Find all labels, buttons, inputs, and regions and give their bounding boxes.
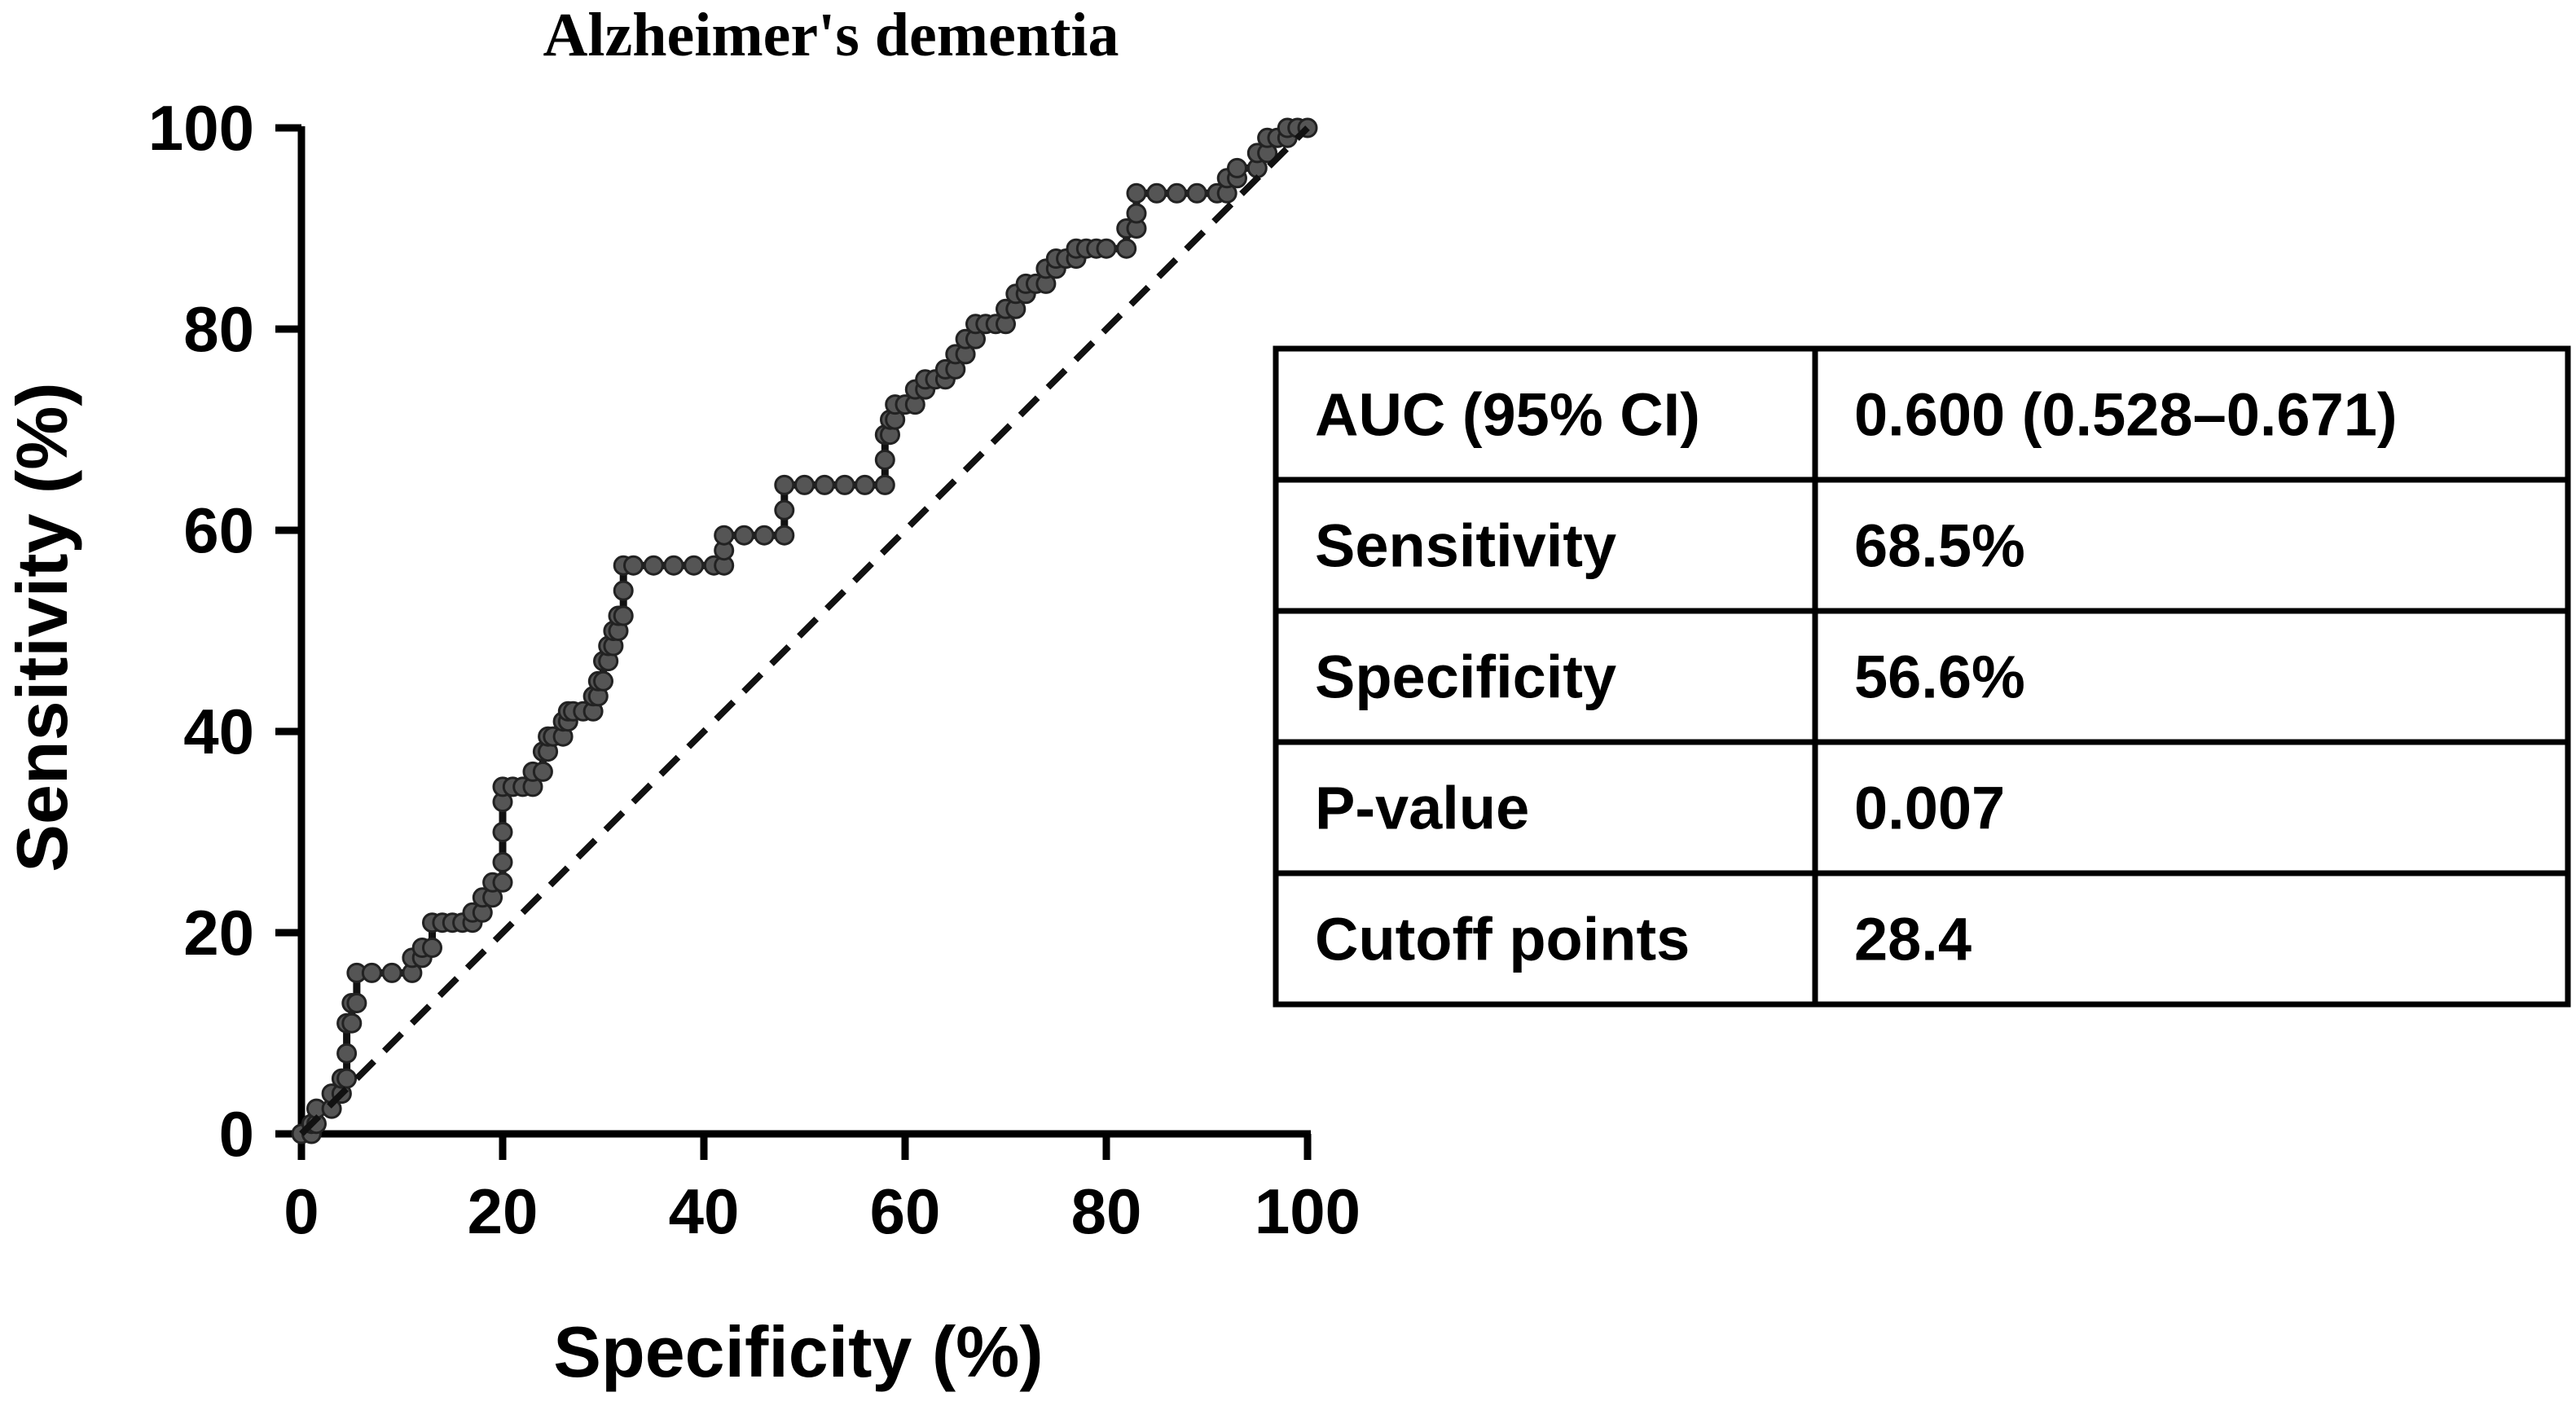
x-tick-label: 40	[669, 1175, 740, 1247]
roc-point	[336, 1043, 358, 1064]
table-row-label: AUC (95% CI)	[1315, 381, 1700, 449]
axes	[297, 126, 1311, 1138]
roc-point	[814, 474, 835, 495]
roc-point	[613, 605, 634, 626]
table-row-value: 0.007	[1854, 775, 2005, 842]
series-layer	[291, 117, 1318, 1144]
roc-point	[663, 555, 684, 576]
table-border	[1273, 345, 2571, 1008]
roc-point	[874, 450, 895, 470]
roc-point	[754, 525, 775, 546]
table-row-value: 0.600 (0.528–0.671)	[1854, 381, 2398, 449]
x-tick-label: 20	[468, 1175, 538, 1247]
roc-point	[492, 852, 513, 872]
reference-diagonal-line	[299, 125, 1310, 1136]
stats-table: AUC (95% CI) 0.600 (0.528–0.671) Sensitivi…	[1273, 345, 2571, 1008]
table-row-label: P-value	[1315, 775, 1529, 842]
roc-point	[1126, 203, 1147, 224]
roc-point	[1167, 182, 1187, 204]
roc-point	[381, 962, 402, 983]
roc-point	[714, 525, 735, 546]
y-tick-label: 20	[183, 897, 254, 969]
roc-point	[492, 872, 513, 893]
x-axis-label: Specificity (%)	[553, 1311, 1043, 1392]
roc-point	[346, 993, 367, 1013]
roc-point	[341, 1012, 363, 1034]
roc-point	[1096, 238, 1117, 259]
roc-point	[834, 474, 855, 495]
x-tick-label: 100	[1255, 1175, 1361, 1247]
roc-point	[874, 474, 895, 495]
roc-point	[774, 474, 795, 495]
roc-point	[774, 499, 795, 521]
roc-point	[1186, 182, 1207, 204]
y-tick-label: 40	[183, 696, 254, 767]
x-tick-label: 0	[284, 1175, 319, 1247]
y-tick-label: 60	[183, 494, 254, 566]
table-row-value: 68.5%	[1854, 512, 2025, 580]
table-row-value: 28.4	[1854, 906, 1972, 973]
table-row-label: Cutoff points	[1315, 906, 1690, 973]
roc-point	[643, 555, 664, 576]
x-tick-label: 60	[870, 1175, 941, 1247]
x-ticks: 0 20 40 60 80 100	[284, 1134, 1361, 1247]
roc-point	[593, 670, 613, 692]
chart-title: Alzheimer's dementia	[543, 1, 1119, 69]
roc-point	[1126, 182, 1147, 204]
roc-point	[1227, 157, 1247, 178]
roc-point	[684, 555, 705, 576]
y-tick-label: 100	[148, 92, 254, 164]
x-tick-label: 80	[1071, 1175, 1142, 1247]
y-ticks: 0 20 40 60 80 100	[148, 92, 301, 1170]
y-tick-label: 0	[219, 1098, 254, 1170]
roc-point	[336, 1068, 358, 1089]
roc-point	[532, 761, 553, 782]
roc-point	[794, 474, 815, 495]
roc-point	[613, 580, 634, 601]
roc-point	[1116, 238, 1137, 259]
roc-point	[1146, 182, 1167, 204]
roc-point	[733, 525, 754, 546]
roc-point	[774, 525, 795, 546]
table-row-label: Specificity	[1315, 644, 1616, 711]
y-axis-label: Sensitivity (%)	[2, 382, 82, 872]
roc-point	[422, 938, 442, 958]
roc-point	[623, 555, 644, 576]
roc-point	[855, 474, 876, 495]
roc-point	[492, 822, 513, 842]
table-row-label: Sensitivity	[1315, 512, 1616, 580]
table-row-value: 56.6%	[1854, 644, 2025, 711]
roc-point	[361, 962, 382, 983]
y-tick-label: 80	[183, 293, 254, 365]
